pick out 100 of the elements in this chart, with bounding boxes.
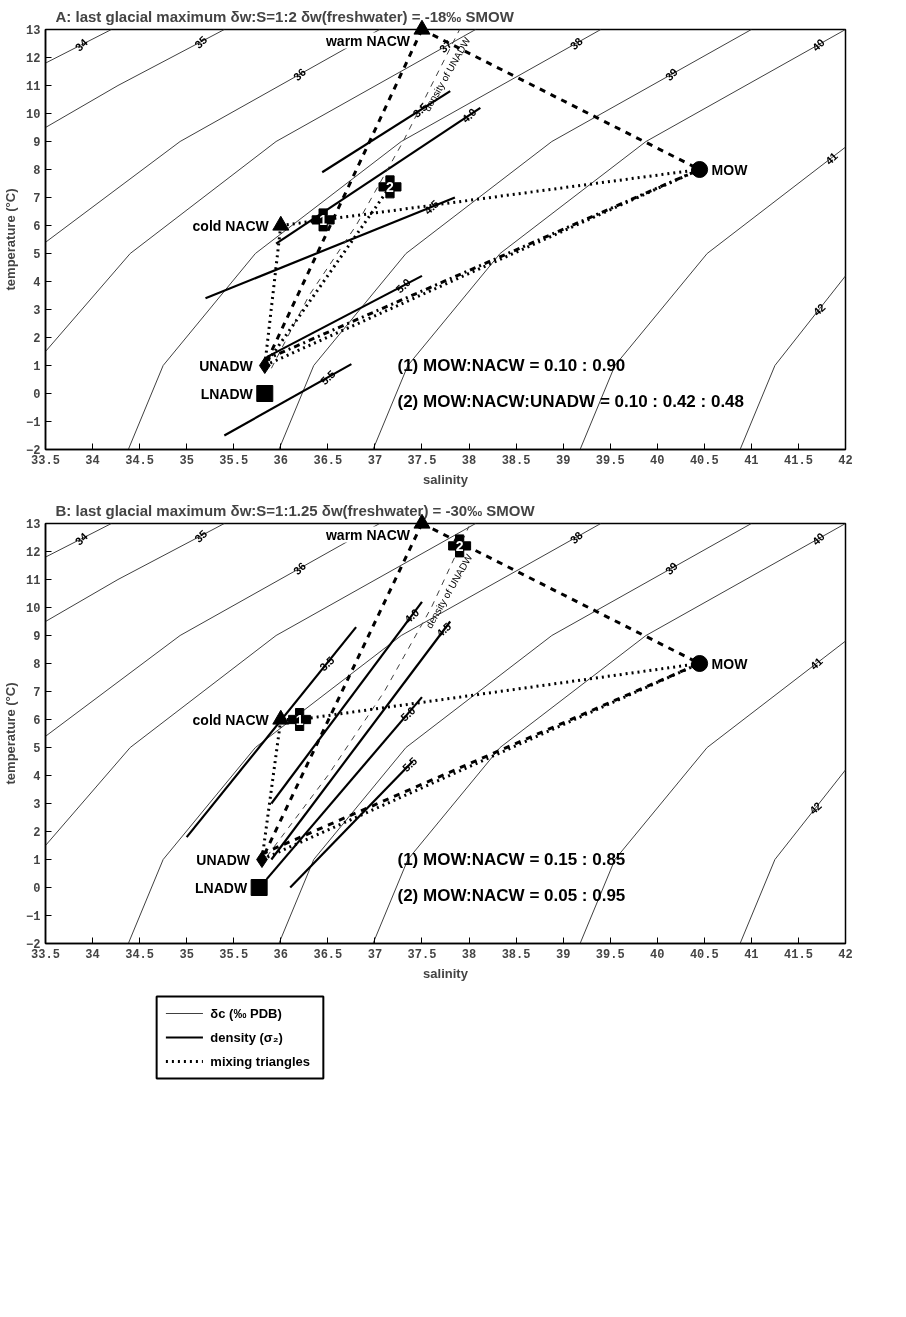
y-tick-label: 4 xyxy=(33,276,41,290)
x-tick-label: 34.5 xyxy=(125,947,155,962)
x-tick-label: 34 xyxy=(85,947,100,962)
legend-label: δc (‰ PDB) xyxy=(210,1006,282,1021)
legend-label: mixing triangles xyxy=(210,1054,311,1069)
x-tick-label: 35.5 xyxy=(219,453,249,468)
x-tick-label: 40 xyxy=(650,453,665,468)
x-axis-title: salinity xyxy=(423,471,469,487)
y-tick-label: −1 xyxy=(26,910,41,924)
x-tick-label: 38 xyxy=(461,947,477,962)
annotation: UNADW xyxy=(199,357,254,374)
x-tick-label: 40 xyxy=(650,947,665,962)
y-tick-label: 5 xyxy=(33,742,41,756)
annotation: 36 xyxy=(291,65,309,83)
x-tick-label: 40.5 xyxy=(689,453,719,468)
x-tick-label: 37 xyxy=(367,453,383,468)
y-tick-label: 10 xyxy=(26,602,41,616)
x-tick-label: 37.5 xyxy=(407,453,437,468)
x-tick-label: 39.5 xyxy=(595,453,625,468)
x-tick-label: 35 xyxy=(179,947,194,962)
annotation: (1) MOW:NACW = 0.15 : 0.85 xyxy=(397,850,626,869)
y-axis-title: temperature (°C) xyxy=(3,682,19,785)
y-tick-label: 2 xyxy=(33,332,41,346)
x-tick-label: 36.5 xyxy=(313,453,343,468)
annotation: 39 xyxy=(662,559,680,577)
annotation: LNADW xyxy=(200,385,254,402)
y-tick-label: 12 xyxy=(26,546,41,560)
x-tick-label: 41 xyxy=(744,453,759,468)
annotation: cold NACW xyxy=(192,217,270,234)
x-tick-label: 40.5 xyxy=(689,947,719,962)
x-tick-label: 38 xyxy=(461,453,477,468)
y-axis-title: temperature (°C) xyxy=(3,188,19,291)
y-tick-label: 7 xyxy=(33,686,41,700)
x-tick-label: 36 xyxy=(273,947,288,962)
y-tick-label: 1 xyxy=(33,854,41,868)
y-tick-label: 9 xyxy=(33,136,41,150)
x-tick-label: 39.5 xyxy=(595,947,625,962)
annotation: 1 xyxy=(319,211,328,228)
y-tick-label: 5 xyxy=(33,248,41,262)
y-tick-label: 11 xyxy=(26,574,41,588)
x-tick-label: 35 xyxy=(179,453,194,468)
legend-label: density (σ₂) xyxy=(210,1030,283,1045)
x-tick-label: 41 xyxy=(744,947,759,962)
annotation: warm NACW xyxy=(324,32,411,49)
x-tick-label: 36 xyxy=(273,453,288,468)
x-tick-label: 37 xyxy=(367,947,383,962)
annotation: 42 xyxy=(810,300,828,319)
annotation: LNADW xyxy=(195,879,248,896)
y-tick-label: 9 xyxy=(33,630,41,644)
annotation: (2) MOW:NACW = 0.05 : 0.95 xyxy=(397,885,626,905)
y-tick-label: 12 xyxy=(26,52,41,66)
x-tick-label: 38.5 xyxy=(501,453,531,468)
x-tick-label: 36.5 xyxy=(313,947,343,962)
y-tick-label: 6 xyxy=(33,220,41,234)
y-tick-label: 13 xyxy=(26,24,41,38)
y-tick-label: 8 xyxy=(33,658,41,672)
annotation: MOW xyxy=(711,655,749,672)
annotation: MOW xyxy=(711,161,749,178)
y-tick-label: 3 xyxy=(33,304,41,318)
y-tick-label: 13 xyxy=(26,518,41,532)
y-tick-label: 7 xyxy=(33,192,41,206)
annotation: 40 xyxy=(809,530,827,548)
annotation: 40 xyxy=(809,36,827,54)
x-tick-label: 34 xyxy=(85,453,100,468)
annotation: 36 xyxy=(291,559,309,577)
annotation: 35 xyxy=(192,33,210,51)
annotation: (1) MOW:NACW = 0.10 : 0.90 xyxy=(397,356,626,375)
x-axis-title: salinity xyxy=(423,965,469,981)
annotation: 2 xyxy=(455,537,464,554)
annotation: 2 xyxy=(386,178,395,195)
x-tick-label: 39 xyxy=(555,947,571,962)
y-tick-label: 11 xyxy=(26,80,41,94)
y-tick-label: 0 xyxy=(33,388,41,402)
annotation: 34 xyxy=(72,529,91,548)
annotation: cold NACW xyxy=(192,711,270,728)
y-tick-label: 4 xyxy=(33,770,41,784)
y-tick-label: 1 xyxy=(33,360,41,374)
x-tick-label: 38.5 xyxy=(501,947,531,962)
x-tick-label: 41.5 xyxy=(784,947,813,962)
annotation: 35 xyxy=(192,527,210,545)
annotation: 34 xyxy=(72,35,91,54)
chart-title: A: last glacial maximum δw:S=1:2 δw(freshwater) = -18‰ SMOW xyxy=(55,7,515,25)
annotation: warm NACW xyxy=(324,526,411,543)
x-tick-label: 39 xyxy=(555,453,571,468)
y-tick-label: 6 xyxy=(33,714,41,728)
annotation: 41 xyxy=(807,654,825,673)
annotation: UNADW xyxy=(196,851,251,868)
y-tick-label: 0 xyxy=(33,882,41,896)
x-tick-label: 34.5 xyxy=(125,453,155,468)
x-tick-label: 37.5 xyxy=(407,947,437,962)
y-tick-label: 10 xyxy=(26,108,41,122)
annotation: 42 xyxy=(806,799,824,817)
x-tick-label: 35.5 xyxy=(219,947,249,962)
annotation: 38 xyxy=(567,34,585,53)
y-tick-label: 2 xyxy=(33,826,41,840)
x-tick-label: 42 xyxy=(838,947,853,962)
annotation: 41 xyxy=(822,149,840,167)
y-tick-label: 8 xyxy=(33,164,41,178)
y-tick-label: −1 xyxy=(26,416,41,430)
x-tick-label: 41.5 xyxy=(784,453,813,468)
